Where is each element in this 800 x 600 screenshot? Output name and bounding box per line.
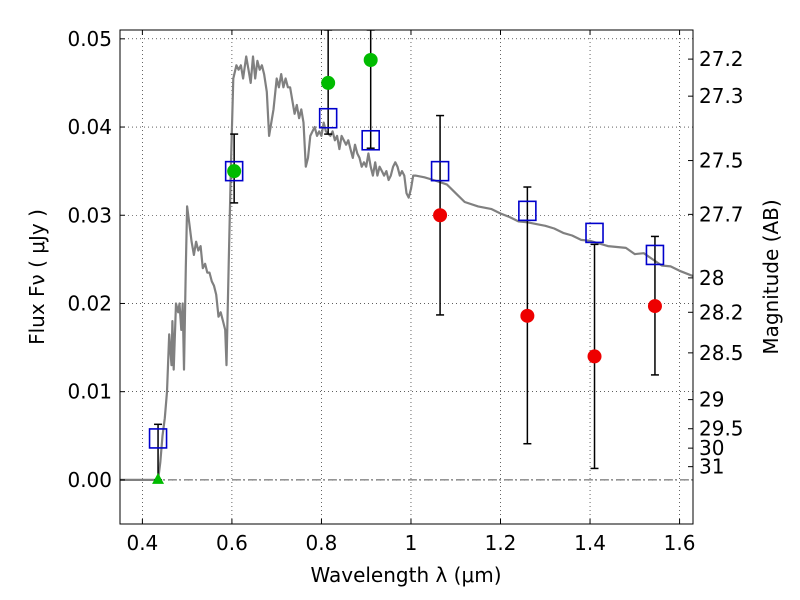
- model-point-square: [361, 129, 380, 151]
- y-axis-label: Flux Fν ( μJy ): [25, 209, 49, 345]
- plot-frame: [119, 29, 694, 525]
- data-point-circle: [433, 208, 448, 223]
- data-point-circle: [321, 75, 336, 90]
- right-tick-label: 30: [699, 436, 724, 460]
- right-tick-label: 27.2: [699, 47, 744, 71]
- x-axis-ticks: 0.4 0.6 0.8 1 1.2 1.4 1.6: [126, 30, 695, 555]
- data-point-circle: [587, 349, 602, 364]
- right-tick-label: 27.5: [699, 149, 744, 173]
- model-point-square: [430, 160, 450, 182]
- x-tick-label: 0.4: [126, 531, 158, 555]
- plot-area: [120, 30, 693, 524]
- x-tick-label: 0.8: [306, 531, 338, 555]
- model-point-square: [585, 222, 604, 244]
- data-point-circle: [363, 52, 378, 67]
- y-tick-label: 0.02: [67, 291, 112, 315]
- right-tick-label: 29.5: [699, 417, 744, 441]
- right-tick-label: 31: [699, 455, 724, 479]
- y-axis-ticks: 0.00 0.01 0.02 0.03 0.04 0.05: [67, 27, 125, 492]
- right-tick-label: 27.7: [699, 202, 744, 226]
- model-point-square: [318, 107, 338, 129]
- right-tick-label: 28.5: [699, 341, 744, 365]
- x-tick-label: 1.4: [574, 531, 606, 555]
- model-point-square: [224, 160, 244, 182]
- x-tick-label: 1: [405, 531, 418, 555]
- model-spectrum-layer: [120, 55, 693, 481]
- spectrum-line: [120, 55, 693, 481]
- y-tick-label: 0.00: [67, 468, 112, 492]
- data-point-circle: [227, 164, 242, 179]
- x-tick-label: 1.6: [664, 531, 696, 555]
- upper-limit-triangle: [152, 472, 165, 484]
- x-tick-label: 0.6: [216, 531, 248, 555]
- right-tick-label: 27.3: [699, 84, 744, 108]
- markers-layer: [148, 52, 665, 484]
- data-point-circle: [647, 299, 662, 314]
- y-tick-label: 0.03: [67, 203, 112, 227]
- y-tick-label: 0.04: [67, 115, 112, 139]
- model-point-square: [518, 200, 537, 222]
- y-tick-label: 0.05: [67, 27, 112, 51]
- x-axis-label: Wavelength λ (μm): [310, 563, 501, 587]
- right-tick-label: 28.2: [699, 300, 744, 324]
- right-tick-label: 29: [699, 388, 724, 412]
- data-point-circle: [520, 308, 535, 323]
- model-point-square: [148, 428, 168, 449]
- x-tick-label: 1.2: [485, 531, 517, 555]
- y-tick-label: 0.01: [67, 380, 112, 404]
- model-point-square: [645, 244, 665, 266]
- right-tick-label: 28: [699, 266, 724, 290]
- right-axis-label: Magnitude (AB): [759, 199, 783, 354]
